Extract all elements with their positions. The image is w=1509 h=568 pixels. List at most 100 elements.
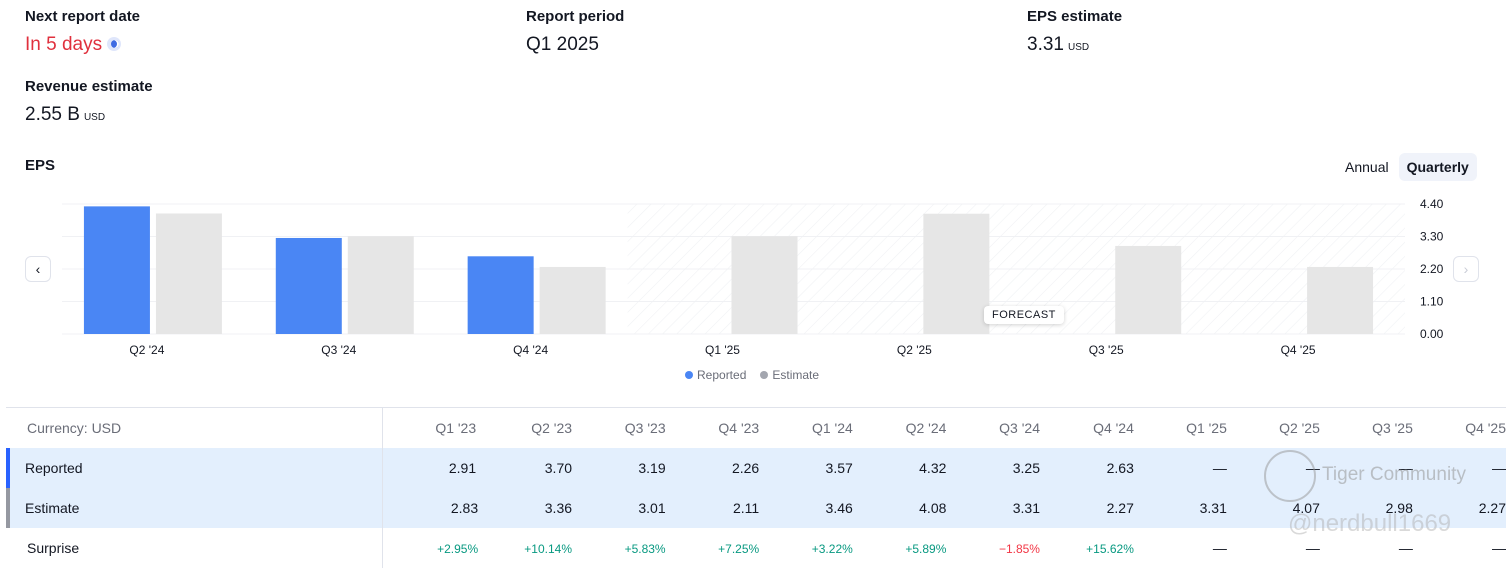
- next-report-label: Next report date: [25, 8, 141, 25]
- table-row: Reported 2.91 3.70 3.19 2.26 3.57 4.32 3.25 2.63…: [5, 448, 1506, 488]
- y-tick-label: 0.00: [1420, 327, 1444, 341]
- bar-reported[interactable]: [467, 256, 534, 334]
- column-header: Q3 '24: [999, 420, 1040, 436]
- table-cell: 3.46: [759, 488, 853, 528]
- bar-reported[interactable]: [275, 237, 342, 334]
- table-cell: —: [1413, 528, 1506, 568]
- revenue-estimate-number: 2.55 B: [25, 104, 80, 125]
- column-header: Q2 '23: [531, 420, 573, 436]
- bar-estimate[interactable]: [731, 236, 798, 334]
- table-cell: +5.83%: [572, 528, 666, 568]
- legend-estimate: Estimate: [760, 368, 819, 382]
- y-tick-label: 3.30: [1420, 230, 1444, 244]
- chart-next-button[interactable]: ›: [1453, 256, 1479, 282]
- cell-value: 2.27: [1106, 500, 1134, 516]
- report-period-value: Q1 2025: [526, 34, 599, 55]
- cell-value: +2.95%: [437, 542, 479, 556]
- table-cell: 2.26: [665, 448, 760, 488]
- legend-reported-label: Reported: [697, 368, 747, 382]
- bar-estimate[interactable]: [539, 266, 606, 334]
- report-period-label: Report period: [526, 8, 625, 25]
- table-cell: —: [1133, 448, 1227, 488]
- column-header: Q2 '24: [905, 420, 947, 436]
- cell-value: 2.63: [1106, 460, 1134, 476]
- toggle-annual[interactable]: Annual: [1345, 159, 1389, 175]
- bar-estimate[interactable]: [1115, 245, 1182, 334]
- row-label: Reported: [5, 448, 383, 488]
- table-cell: +7.25%: [666, 528, 759, 568]
- cell-value: 2.27: [1478, 500, 1506, 516]
- table-cell: −1.85%: [946, 528, 1040, 568]
- cell-value: 4.08: [919, 500, 947, 516]
- x-tick-label: Q4 '24: [513, 343, 548, 357]
- table-cell: +3.22%: [759, 528, 853, 568]
- cell-value: —: [1492, 540, 1506, 556]
- chart-prev-button[interactable]: ‹: [25, 256, 51, 282]
- x-tick-label: Q4 '25: [1281, 343, 1316, 357]
- table-cell: +2.95%: [382, 528, 478, 568]
- cell-value: —: [1212, 460, 1227, 476]
- table-cell: 4.08: [852, 488, 947, 528]
- x-tick-label: Q3 '24: [321, 343, 356, 357]
- cell-value: 3.57: [825, 460, 853, 476]
- cell-value: 3.36: [544, 500, 573, 516]
- table-cell: 2.98: [1319, 488, 1413, 528]
- table-cell: 4.07: [1226, 488, 1320, 528]
- revenue-estimate-label: Revenue estimate: [25, 78, 153, 95]
- cell-value: 2.91: [448, 460, 477, 476]
- table-cell: 3.31: [946, 488, 1040, 528]
- table-header-row: Currency: USD Q1 '23 Q2 '23 Q3 '23 Q4 '23 Q1 …: [8, 408, 1506, 448]
- bar-reported[interactable]: [83, 206, 150, 334]
- next-report-value: In 5 days: [25, 34, 122, 56]
- cell-value: 3.31: [1199, 500, 1227, 516]
- table-cell: 2.27: [1412, 488, 1506, 528]
- x-tick-label: Q2 '25: [897, 343, 932, 357]
- bar-estimate[interactable]: [155, 213, 222, 334]
- toggle-quarterly[interactable]: Quarterly: [1398, 153, 1477, 181]
- legend-reported: Reported: [685, 368, 746, 382]
- cell-value: +5.83%: [624, 542, 666, 556]
- cell-value: 3.19: [638, 460, 666, 476]
- cell-value: 3.70: [544, 460, 573, 476]
- table-cell: 3.36: [478, 488, 573, 528]
- chevron-left-icon: ‹: [35, 261, 41, 277]
- legend-reported-dot: [685, 371, 693, 379]
- y-tick-label: 1.10: [1420, 295, 1444, 309]
- table-cell: 2.27: [1039, 488, 1134, 528]
- table-cell: 2.63: [1039, 448, 1134, 488]
- y-tick-label: 2.20: [1420, 262, 1444, 276]
- cell-value: +3.22%: [811, 542, 853, 556]
- table-cell: —: [1319, 448, 1413, 488]
- x-tick-label: Q1 '25: [705, 343, 740, 357]
- bar-estimate[interactable]: [1307, 266, 1374, 334]
- cell-value: 2.11: [732, 500, 760, 516]
- cell-value: —: [1212, 540, 1227, 556]
- column-header: Q1 '23: [435, 420, 477, 436]
- table-cell: 2.91: [382, 448, 479, 488]
- table-cell: 3.57: [759, 448, 853, 488]
- cell-value: +5.89%: [905, 542, 947, 556]
- eps-estimate-unit: USD: [1067, 42, 1090, 53]
- bar-estimate[interactable]: [923, 213, 990, 334]
- x-tick-label: Q3 '25: [1089, 343, 1124, 357]
- cell-value: 4.07: [1292, 500, 1320, 516]
- eps-estimate-value: 3.31 USD: [1027, 34, 1089, 56]
- table-cell: 3.19: [572, 448, 666, 488]
- column-header: Q4 '24: [1093, 420, 1134, 436]
- revenue-estimate-unit: USD: [83, 112, 106, 123]
- legend-estimate-label: Estimate: [772, 368, 820, 382]
- cell-value: −1.85%: [998, 542, 1040, 556]
- table-cell: +15.62%: [1040, 528, 1134, 568]
- row-label: Surprise: [8, 528, 383, 568]
- column-header: Q2 '25: [1279, 420, 1320, 436]
- cell-value: 2.98: [1385, 500, 1413, 516]
- row-label: Estimate: [5, 488, 383, 528]
- table-cell: 2.11: [665, 488, 760, 528]
- currency-label: Currency: USD: [8, 408, 383, 448]
- bar-estimate[interactable]: [347, 236, 414, 334]
- table-cell: —: [1134, 528, 1227, 568]
- table-row: Estimate 2.83 3.36 3.01 2.11 3.46 4.08 3.31 2.27…: [5, 488, 1506, 528]
- table-cell: 2.83: [382, 488, 479, 528]
- table-cell: 3.70: [478, 448, 573, 488]
- cell-value: 2.83: [450, 500, 479, 516]
